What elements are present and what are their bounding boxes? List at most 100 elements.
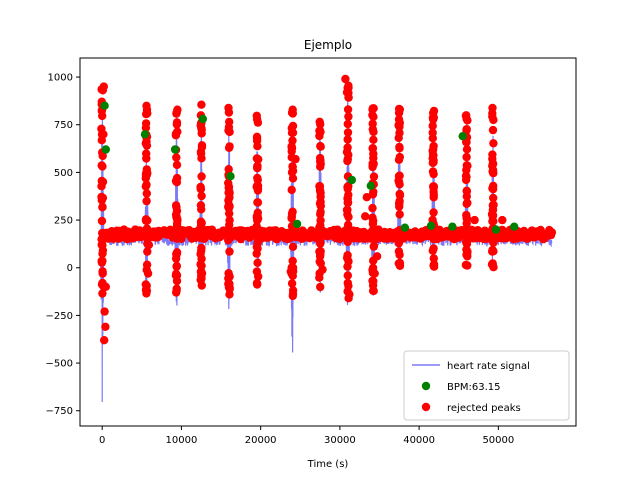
legend: heart rate signal BPM:63.15 rejected peaks: [403, 350, 570, 421]
rejected-peak-point: [141, 215, 151, 224]
rejected-peak-point: [394, 176, 403, 185]
rejected-peak-point: [462, 152, 471, 162]
rejected-peak-point: [315, 186, 325, 196]
rejected-peak-point: [172, 234, 182, 243]
y-tick-label: 0: [67, 263, 73, 274]
rejected-peak-point: [288, 256, 297, 266]
rejected-peak-point: [344, 294, 353, 303]
rejected-peak-point: [197, 141, 207, 150]
rejected-peak-point: [488, 103, 497, 113]
accepted-peak-point: [226, 172, 235, 181]
rejected-peak-point: [344, 112, 353, 121]
rejected-peak-point: [253, 186, 263, 195]
rejected-peak-point: [395, 152, 404, 162]
rejected-peak-point: [429, 254, 438, 263]
rejected-peak-point: [343, 119, 352, 129]
accepted-peak-point: [140, 130, 150, 139]
rejected-peak-point: [253, 198, 263, 207]
rejected-peak-point: [429, 190, 438, 200]
rejected-peak-point: [252, 111, 261, 121]
rejected-peak-point: [224, 269, 233, 278]
rejected-peak-point: [394, 229, 404, 238]
rejected-peak-point: [343, 182, 352, 192]
rejected-peak-point: [196, 149, 206, 158]
rejected-peak-point: [144, 240, 154, 250]
rejected-peak-point: [341, 74, 350, 84]
rejected-peak-point: [369, 277, 378, 286]
accepted-peak-point: [292, 219, 302, 229]
rejected-peak-point: [315, 131, 324, 141]
rejected-peak-point: [316, 142, 325, 151]
accepted-peak-point: [347, 175, 356, 185]
rejected-peak-point: [362, 193, 371, 202]
rejected-peak-point: [143, 109, 152, 118]
rejected-peak-point: [344, 81, 353, 90]
rejected-peak-point: [97, 161, 106, 170]
rejected-peak-point: [488, 150, 497, 159]
rejected-peak-point: [369, 135, 378, 144]
rejected-peak-point: [225, 247, 234, 256]
accepted-peak-point: [101, 145, 111, 154]
rejected-peak-point: [315, 273, 324, 282]
rejected-peak-point: [429, 208, 438, 217]
rejected-peak-point: [98, 289, 107, 298]
rejected-peak-point: [287, 108, 297, 117]
y-tick-label: 750: [54, 120, 73, 131]
rejected-peak-point: [428, 134, 437, 143]
rejected-peak-point: [172, 178, 182, 187]
rejected-peak-point: [224, 182, 234, 192]
plot-area: [97, 74, 557, 403]
rejected-peak-point: [142, 154, 151, 163]
rejected-peak-point: [488, 184, 498, 194]
x-tick-label: 0: [99, 435, 105, 446]
rejected-peak-point: [368, 105, 377, 114]
rejected-peak-point: [98, 235, 107, 245]
rejected-peak-point: [199, 231, 208, 240]
rejected-peak-point: [196, 201, 206, 210]
rejected-peak-point: [172, 284, 181, 293]
rejected-peak-point: [173, 127, 182, 136]
rejected-peak-point: [196, 184, 205, 194]
y-tick-label: −750: [46, 406, 73, 417]
rejected-peak-point: [428, 121, 437, 131]
rejected-peak-point: [461, 260, 471, 270]
rejected-peak-point: [252, 154, 262, 163]
rejected-peak-point: [196, 260, 205, 269]
rejected-peak-point: [288, 225, 297, 234]
legend-dot-swatch: [421, 402, 431, 412]
rejected-peak-point: [343, 237, 352, 247]
rejected-peak-point: [224, 202, 233, 211]
legend-label: BPM:63.15: [447, 382, 501, 393]
rejected-peak-point: [429, 261, 438, 270]
accepted-peak-point: [426, 221, 436, 230]
rejected-peak-point: [395, 259, 405, 268]
rejected-peak-point: [394, 108, 404, 118]
rejected-peak-point: [142, 224, 152, 233]
rejected-peak-point: [488, 247, 497, 256]
legend-dot-swatch: [421, 381, 431, 391]
rejected-peak-point: [98, 177, 108, 187]
rejected-peak-point: [488, 125, 498, 135]
rejected-peak-point: [288, 242, 298, 251]
rejected-peak-point: [100, 307, 109, 316]
x-axis-label: Time (s): [307, 459, 349, 470]
accepted-peaks-series: [100, 101, 519, 234]
rejected-peak-point: [97, 192, 106, 202]
rejected-peak-point: [368, 161, 377, 170]
rejected-peak-point: [394, 133, 403, 143]
rejected-peak-point: [98, 269, 107, 278]
rejected-peak-point: [498, 215, 507, 225]
rejected-peak-point: [343, 154, 352, 164]
rejected-peak-point: [287, 168, 297, 177]
x-tick-label: 20000: [245, 435, 277, 446]
rejected-peak-point: [316, 282, 325, 292]
rejected-peak-point: [253, 244, 262, 253]
rejected-peak-point: [488, 167, 497, 176]
rejected-peak-point: [253, 118, 263, 127]
rejected-peak-point: [395, 210, 404, 219]
rejected-peak-point: [253, 142, 262, 151]
accepted-peak-point: [198, 114, 207, 124]
x-tick-label: 30000: [324, 435, 356, 446]
y-tick-label: 250: [54, 216, 73, 227]
